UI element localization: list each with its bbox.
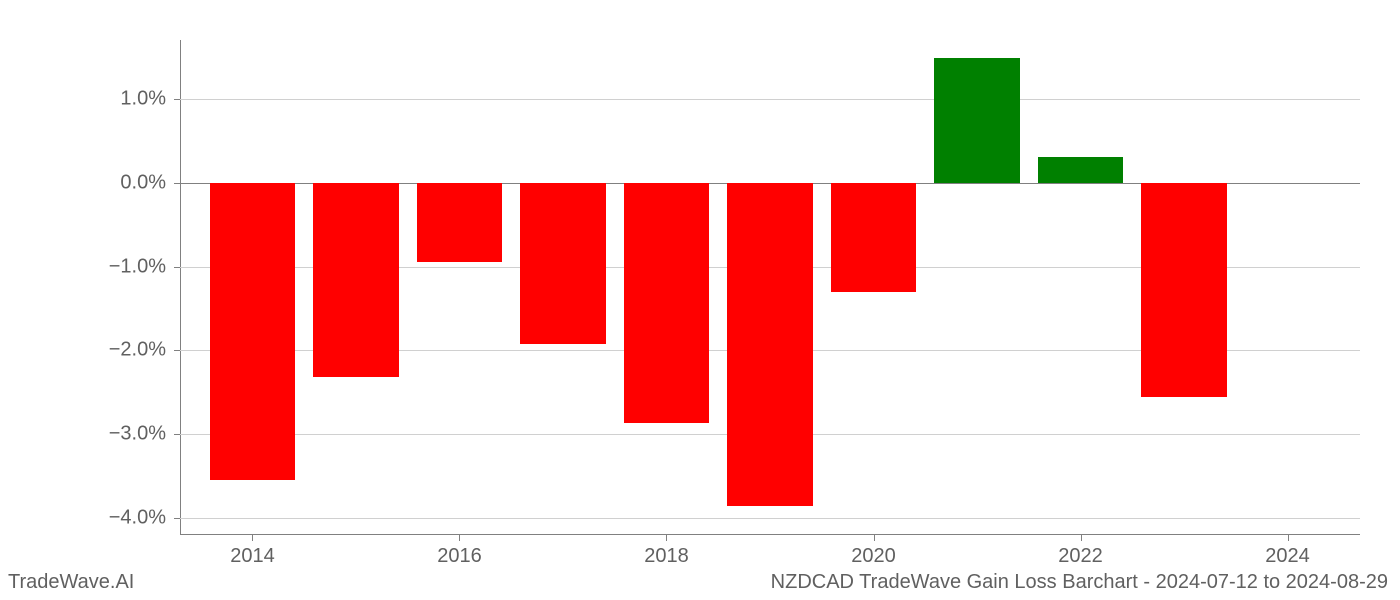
xtick-mark (874, 535, 875, 541)
xtick-mark (666, 535, 667, 541)
gridline (180, 518, 1360, 519)
ytick-label: −4.0% (109, 507, 166, 530)
bar (831, 183, 917, 292)
xtick-label: 2018 (644, 545, 689, 568)
footer-left-text: TradeWave.AI (8, 571, 134, 594)
x-axis-spine (180, 534, 1360, 535)
xtick-mark (459, 535, 460, 541)
bar (417, 183, 503, 263)
chart-area: −4.0%−3.0%−2.0%−1.0%0.0%1.0%201420162018… (180, 40, 1360, 535)
bar (520, 183, 606, 344)
ytick-label: −1.0% (109, 255, 166, 278)
xtick-label: 2020 (851, 545, 896, 568)
ytick-label: −3.0% (109, 423, 166, 446)
xtick-label: 2016 (437, 545, 482, 568)
xtick-label: 2022 (1058, 545, 1103, 568)
xtick-mark (252, 535, 253, 541)
ytick-mark (174, 183, 180, 184)
xtick-mark (1081, 535, 1082, 541)
ytick-mark (174, 518, 180, 519)
bar (1038, 157, 1124, 182)
xtick-label: 2024 (1265, 545, 1310, 568)
ytick-label: 0.0% (120, 171, 166, 194)
ytick-label: 1.0% (120, 87, 166, 110)
ytick-mark (174, 350, 180, 351)
ytick-mark (174, 267, 180, 268)
bar (727, 183, 813, 506)
footer-right-text: NZDCAD TradeWave Gain Loss Barchart - 20… (771, 571, 1388, 594)
bar (934, 58, 1020, 182)
plot-region: −4.0%−3.0%−2.0%−1.0%0.0%1.0%201420162018… (180, 40, 1360, 535)
xtick-mark (1288, 535, 1289, 541)
ytick-label: −2.0% (109, 339, 166, 362)
ytick-mark (174, 99, 180, 100)
bar (313, 183, 399, 378)
gridline (180, 99, 1360, 100)
bar (210, 183, 296, 481)
y-axis-spine (180, 40, 181, 535)
bar (624, 183, 710, 424)
ytick-mark (174, 434, 180, 435)
xtick-label: 2014 (230, 545, 275, 568)
bar (1141, 183, 1227, 397)
